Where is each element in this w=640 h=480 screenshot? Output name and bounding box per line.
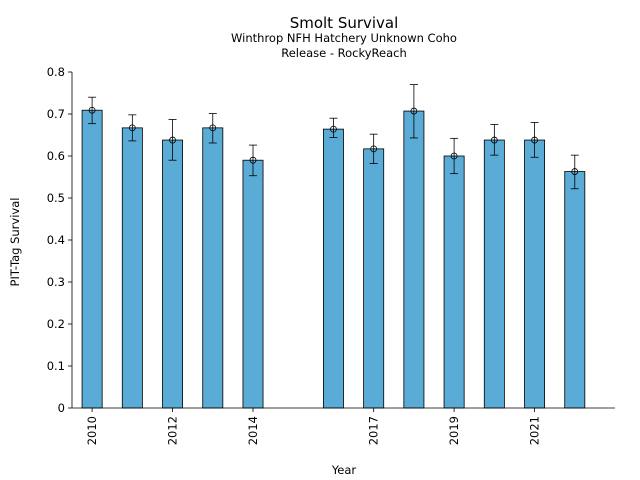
y-tick-label-0.5: 0.5 bbox=[47, 191, 65, 205]
chart-subtitle-line-2: Release - RockyReach bbox=[281, 46, 407, 60]
y-tick-label-0.3: 0.3 bbox=[47, 275, 65, 289]
error-bars-group bbox=[88, 84, 579, 190]
mean-marker-2016 bbox=[330, 125, 337, 133]
y-axis-label: PIT-Tag Survival bbox=[8, 198, 22, 287]
mean-marker-2018 bbox=[410, 107, 418, 115]
bar-2012 bbox=[162, 139, 184, 409]
bar-2021 bbox=[524, 139, 546, 409]
x-tick-label-2017: 2017 bbox=[367, 416, 381, 445]
chart-subtitle-line-1: Winthrop NFH Hatchery Unknown Coho bbox=[231, 31, 457, 45]
bar-2014 bbox=[242, 159, 264, 409]
bar-2013 bbox=[202, 127, 224, 409]
mean-marker-2011 bbox=[128, 124, 136, 132]
mean-marker-2020 bbox=[490, 136, 498, 144]
x-tick-label-2012: 2012 bbox=[166, 416, 180, 445]
bars-group bbox=[81, 109, 586, 409]
y-tick-label-0.1: 0.1 bbox=[47, 359, 65, 373]
y-tick-label-0.6: 0.6 bbox=[47, 149, 65, 163]
mean-marker-2019 bbox=[450, 152, 458, 160]
x-tick-label-2014: 2014 bbox=[246, 416, 260, 445]
mean-marker-2013 bbox=[209, 124, 217, 132]
mean-marker-2014 bbox=[249, 156, 257, 164]
bar-2019 bbox=[443, 155, 465, 409]
mean-marker-2010 bbox=[88, 106, 96, 114]
mean-marker-2017 bbox=[370, 145, 378, 153]
bar-2020 bbox=[483, 139, 505, 409]
y-tick-label-0.4: 0.4 bbox=[47, 233, 65, 247]
x-tick-label-2021: 2021 bbox=[528, 416, 542, 445]
y-tick-label-0: 0 bbox=[58, 401, 65, 415]
mean-marker-2012 bbox=[169, 136, 176, 144]
y-tick-label-0.7: 0.7 bbox=[47, 107, 65, 121]
x-axis-label: Year bbox=[331, 463, 357, 477]
x-tick-label-2019: 2019 bbox=[447, 416, 461, 445]
x-axis: 2010 2012 2014 2017 2019 2021 bbox=[72, 407, 615, 445]
mean-marker-2022 bbox=[571, 168, 579, 175]
bar-2017 bbox=[363, 148, 385, 409]
bar-2010 bbox=[81, 109, 103, 409]
y-tick-label-0.8: 0.8 bbox=[47, 65, 65, 79]
mean-marker-2021 bbox=[531, 136, 538, 144]
bar-2022 bbox=[564, 171, 586, 409]
x-tick-label-2010: 2010 bbox=[85, 416, 99, 445]
bar-2018 bbox=[403, 110, 425, 409]
y-tick-label-0.2: 0.2 bbox=[47, 317, 65, 331]
bar-2011 bbox=[121, 127, 143, 409]
y-axis: 0 0.1 0.2 0.3 0.4 0.5 0.6 0.7 0.8 bbox=[47, 65, 73, 415]
chart-title: Smolt Survival bbox=[290, 14, 399, 32]
bar-2016 bbox=[322, 128, 344, 409]
